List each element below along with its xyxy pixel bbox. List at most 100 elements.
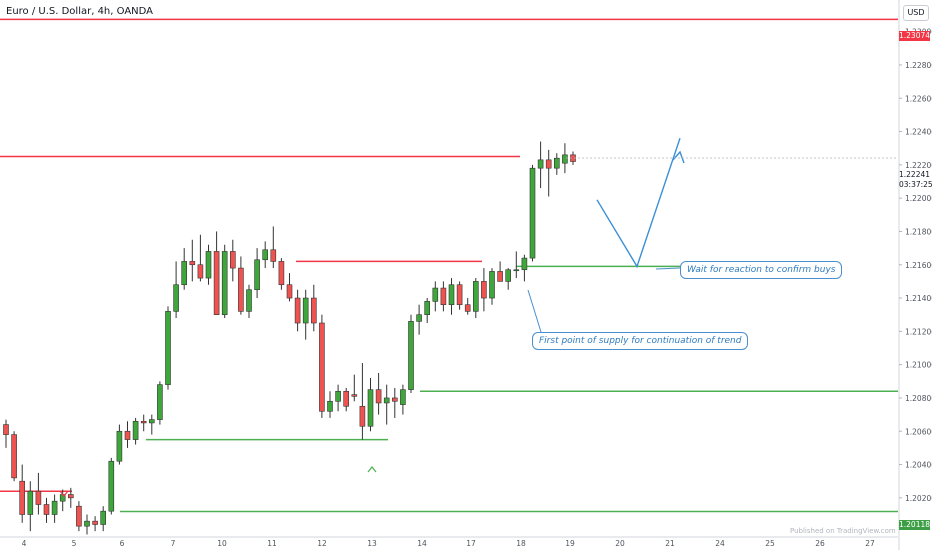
x-tick-label: 17 [466,539,476,548]
price-tag-bottom-green: 1.20118 [899,520,931,530]
candle-body [189,261,196,266]
candle-body [408,321,414,390]
candle-body [319,322,325,412]
candle-body [132,420,139,440]
x-tick-label: 11 [267,539,277,548]
x-tick-label: 14 [417,539,427,548]
y-tick-label: 1.20600 [905,427,932,436]
candle-body [310,297,317,324]
x-tick-label: 19 [565,539,575,548]
x-tick-label: 13 [367,539,377,548]
candle-body [213,251,220,315]
x-tick-label: 24 [715,539,725,548]
candle-body [124,430,131,440]
candle-body [383,397,390,404]
candle-body [68,494,74,499]
y-tick-label: 1.22400 [905,128,932,137]
y-tick-label: 1.20400 [905,461,932,470]
y-tick-label: 1.21400 [905,294,932,303]
candle-body [262,249,269,261]
candle-body [294,297,301,324]
y-tick-label: 1.22800 [905,61,932,70]
candle-body [92,520,98,525]
chart-title: Euro / U.S. Dollar, 4h, OANDA [6,6,154,17]
candle-body [424,301,431,316]
y-tick-label: 1.22000 [905,194,932,203]
y-tick-label: 1.21600 [905,261,932,270]
watermark: Published on TradingView.com [790,527,896,535]
x-tick-label: 21 [665,539,675,548]
candle-body [84,520,90,527]
candle-body [108,460,115,512]
candle-body [254,259,260,291]
candle-body [553,157,560,169]
candle-body [327,400,333,412]
swing-high-marker [59,490,69,497]
candle-body [367,389,374,427]
candle-body [440,287,447,306]
candle-body [497,271,503,282]
x-tick-label: 20 [615,539,625,548]
candle-body [181,261,187,286]
candle-body [521,257,528,271]
candle-body [359,405,366,427]
candle-body [246,289,252,312]
candle-body [149,419,155,424]
callout-wait-confirm-buys[interactable]: Wait for reaction to confirm buys [680,261,843,279]
candle-body [35,490,42,505]
swing-low-marker [367,466,377,473]
candle-body [165,311,171,385]
candle-body [221,251,228,315]
candle-body [27,490,34,515]
y-tick-label: 1.20200 [905,494,932,503]
candle-body [270,249,277,262]
countdown-tag: 03:37:25 [899,180,932,189]
candle-body [481,281,487,299]
callout-pointer-wait [655,267,681,270]
y-tick-label: 1.22200 [905,161,932,170]
x-tick-label: 12 [317,539,327,548]
candle-body [157,384,163,420]
candle-body [230,251,236,269]
candle-body [505,269,512,282]
candle-body [278,261,285,286]
candle-body [562,154,568,164]
x-tick-label: 6 [120,539,125,548]
candle-body [19,480,26,515]
candle-body [400,389,406,405]
candle-body [343,390,350,407]
candle-body [100,510,106,525]
candle-body [335,390,341,402]
x-tick-label: 10 [217,539,227,548]
candle-body [43,504,50,515]
price-tag-top-red: 1.23074 [899,31,931,41]
projection-arrow [596,137,681,269]
candle-body [116,430,123,462]
x-tick-label: 7 [171,539,176,548]
callout-first-supply[interactable]: First point of supply for continuation o… [532,332,749,350]
y-tick-label: 1.21800 [905,227,932,236]
currency-badge[interactable]: USD [903,5,929,21]
candle-body [545,159,552,169]
candle-body [529,167,536,259]
candle-body [391,397,398,402]
x-tick-label: 5 [72,539,77,548]
candle-body [238,267,244,312]
candle-body [472,281,479,312]
candle-body [489,271,495,299]
x-tick-label: 18 [516,539,526,548]
y-tick-label: 1.20800 [905,394,932,403]
candle-body [464,304,471,312]
price-tag-current: 1.22241 [899,170,931,179]
candle-body [76,505,82,527]
projection-arrow-head [672,150,685,164]
candle-body [205,251,212,279]
candle-body [351,394,358,397]
candle-body [173,284,179,312]
candle-body [197,264,204,279]
x-tick-label: 26 [815,539,825,548]
y-tick-label: 1.21000 [905,361,932,370]
candle-body [432,287,439,302]
